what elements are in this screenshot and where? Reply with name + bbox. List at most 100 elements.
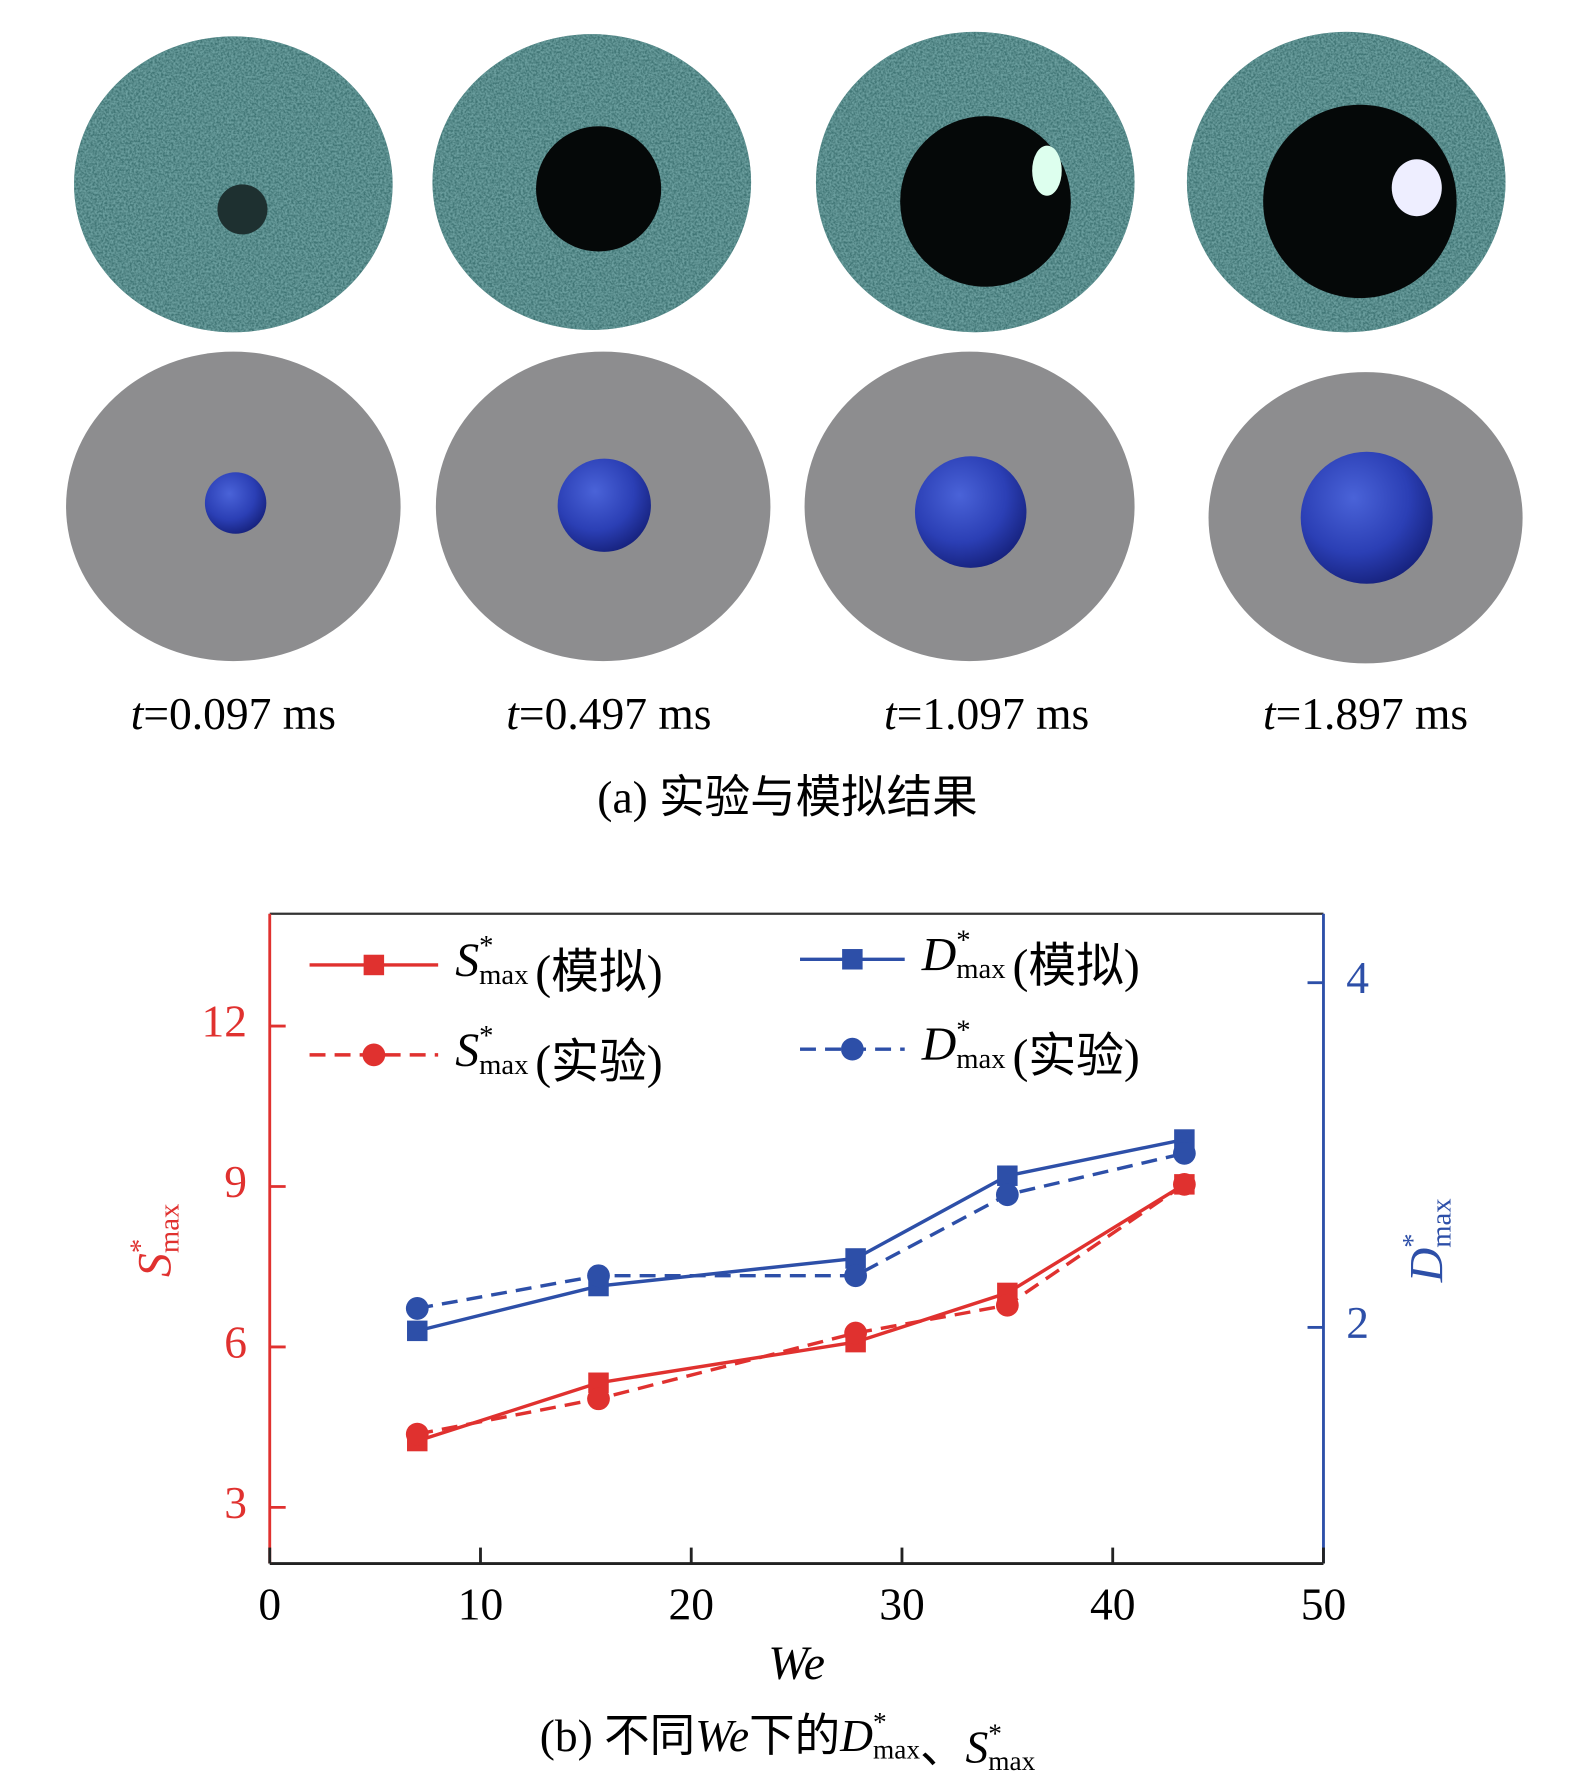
x-tick-label: 50	[1301, 1578, 1347, 1629]
legend-name: (模拟)	[1012, 940, 1139, 993]
legend-label: D* max (实验)	[921, 1014, 1140, 1083]
time-label: t=1.097 ms	[884, 689, 1089, 740]
symbol-sup: *	[988, 1719, 1002, 1749]
caption-b: (b) 不同We下的D* max、S* max	[540, 1707, 1036, 1776]
symbol-sup: *	[479, 1020, 493, 1052]
symbol-sub: max	[153, 1204, 185, 1253]
reflection	[1032, 145, 1062, 196]
y2-axis-label: D*max	[1396, 1198, 1457, 1283]
time-var: t	[1263, 689, 1277, 740]
series-line	[416, 1151, 1185, 1311]
legend-marker	[842, 949, 863, 970]
time-label: t=0.097 ms	[131, 689, 336, 740]
y-tick-label: 12	[201, 996, 247, 1047]
series-line	[416, 1182, 1186, 1443]
legend-marker	[362, 1043, 386, 1067]
marker	[587, 1387, 610, 1411]
droplet	[1263, 104, 1457, 299]
x-tick-label: 0	[258, 1578, 281, 1629]
legend-label: S* max (模拟)	[455, 930, 662, 999]
marker	[845, 1248, 866, 1269]
legend-name: (实验)	[1012, 1030, 1139, 1083]
droplet	[914, 456, 1027, 568]
caption-a: (a) 实验与模拟结果	[597, 772, 977, 823]
droplet	[1300, 451, 1433, 584]
time-label: t=1.897 ms	[1263, 689, 1468, 740]
symbol-sup: *	[479, 930, 493, 962]
time-value: =1.097 ms	[897, 689, 1090, 740]
symbol-sup: *	[1396, 1233, 1428, 1247]
x-tick-label: 10	[458, 1578, 504, 1629]
y-axis-label: S*max	[124, 1204, 185, 1277]
time-var: t	[884, 689, 898, 740]
legend-name: (模拟)	[535, 946, 662, 999]
symbol-sup: *	[956, 924, 970, 956]
marker	[997, 1165, 1018, 1186]
time-var: t	[506, 689, 520, 740]
marker	[405, 1297, 429, 1320]
y2-tick-label: 2	[1346, 1297, 1369, 1348]
reflection	[1391, 159, 1442, 217]
marker	[1172, 1141, 1196, 1165]
symbol-sub: max	[873, 1735, 920, 1765]
symbol-base: S	[966, 1722, 989, 1773]
symbol-sub: max	[479, 1048, 528, 1080]
marker	[995, 1183, 1019, 1207]
symbol-base: D	[1401, 1248, 1454, 1284]
y-tick-label: 3	[224, 1477, 247, 1528]
legend-label: D* max (模拟)	[921, 924, 1140, 993]
droplet	[536, 126, 662, 252]
marker	[844, 1264, 867, 1288]
caption-part: (b) 不同	[540, 1710, 695, 1761]
marker	[587, 1264, 610, 1288]
marker	[588, 1372, 609, 1394]
symbol-sub: max	[988, 1746, 1035, 1776]
symbol-base: S	[455, 934, 479, 987]
droplet	[900, 116, 1071, 287]
time-value: =1.897 ms	[1276, 689, 1469, 740]
y-tick-label: 9	[224, 1156, 247, 1207]
caption-part: 、	[920, 1722, 966, 1773]
simulation-row	[66, 351, 1523, 664]
caption-part: We	[695, 1710, 749, 1761]
marker	[405, 1422, 429, 1446]
y2-tick-label: 4	[1346, 952, 1369, 1003]
caption-part: 下的	[749, 1710, 840, 1761]
symbol-sup: *	[873, 1707, 887, 1737]
droplet	[217, 184, 268, 235]
symbol-sub: max	[956, 1043, 1005, 1075]
marker	[1172, 1172, 1196, 1196]
x-axis-label: We	[768, 1637, 825, 1690]
series-line	[416, 1137, 1185, 1333]
x-tick-label: 30	[879, 1578, 925, 1629]
droplet	[204, 472, 267, 534]
legend-marker	[840, 1037, 864, 1061]
photo	[74, 36, 393, 333]
time-var: t	[131, 689, 145, 740]
series-line	[416, 1182, 1186, 1436]
time-value: =0.097 ms	[143, 689, 336, 740]
symbol-sub: max	[956, 953, 1005, 985]
time-label: t=0.497 ms	[506, 689, 711, 740]
symbol-sub: max	[1425, 1198, 1457, 1247]
droplet	[557, 458, 651, 552]
legend-label: S* max (实验)	[455, 1020, 662, 1089]
symbol-base: D	[921, 928, 957, 981]
symbol-sup: *	[124, 1239, 156, 1253]
symbol-sub: max	[479, 958, 528, 990]
time-value: =0.497 ms	[519, 689, 712, 740]
y-tick-label: 6	[224, 1316, 247, 1367]
legend-marker	[363, 954, 385, 976]
legend-name: (实验)	[535, 1036, 662, 1089]
marker	[844, 1321, 867, 1345]
x-tick-label: 20	[668, 1578, 714, 1629]
symbol-sup: *	[956, 1014, 970, 1046]
photo-row	[74, 31, 1506, 333]
symbol-base: D	[921, 1018, 957, 1071]
marker	[407, 1320, 428, 1342]
symbol-base: S	[128, 1253, 181, 1277]
symbol-base: S	[455, 1024, 479, 1077]
symbol-base: D	[839, 1710, 873, 1761]
marker	[995, 1293, 1019, 1317]
